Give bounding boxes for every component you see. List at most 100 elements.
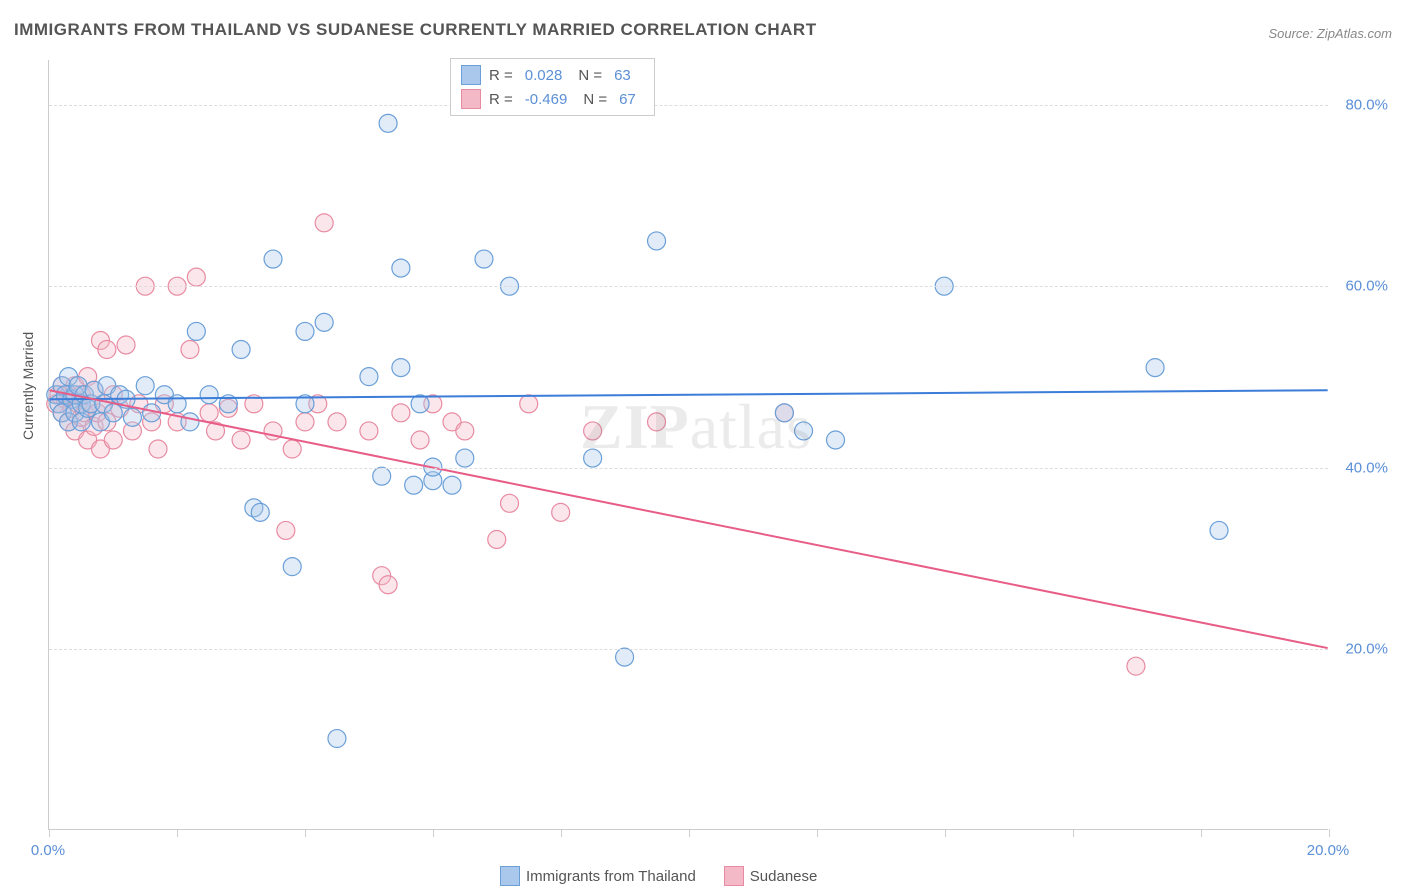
legend-label-series1: Immigrants from Thailand: [526, 868, 696, 885]
legend-swatch-bottom-2: [724, 866, 744, 886]
source-attribution: Source: ZipAtlas.com: [1268, 26, 1392, 41]
r-label: R =: [489, 67, 513, 84]
legend-bottom: Immigrants from Thailand Sudanese: [500, 866, 817, 886]
legend-label-series2: Sudanese: [750, 868, 818, 885]
r-label: R =: [489, 91, 513, 108]
data-point: [283, 440, 301, 458]
regression-line: [49, 390, 1327, 399]
data-point: [117, 336, 135, 354]
data-point: [392, 359, 410, 377]
data-point: [443, 476, 461, 494]
data-point: [136, 377, 154, 395]
data-point: [360, 368, 378, 386]
data-point: [584, 422, 602, 440]
data-point: [232, 341, 250, 359]
x-tick: [49, 829, 50, 837]
n-value-series1: 63: [614, 67, 631, 84]
data-point: [379, 114, 397, 132]
x-tick: [561, 829, 562, 837]
y-tick-label: 80.0%: [1345, 97, 1388, 114]
legend-correlation-box: R = 0.028 N = 63 R = -0.469 N = 67: [450, 58, 655, 116]
data-point: [1210, 521, 1228, 539]
data-point: [181, 341, 199, 359]
data-point: [360, 422, 378, 440]
y-tick-label: 40.0%: [1345, 459, 1388, 476]
data-point: [187, 322, 205, 340]
data-point: [616, 648, 634, 666]
data-point: [104, 431, 122, 449]
n-label: N =: [578, 67, 602, 84]
data-point: [795, 422, 813, 440]
data-point: [123, 408, 141, 426]
data-point: [456, 449, 474, 467]
data-point: [251, 503, 269, 521]
n-value-series2: 67: [619, 91, 636, 108]
data-point: [1127, 657, 1145, 675]
data-point: [328, 413, 346, 431]
data-point: [315, 214, 333, 232]
data-point: [98, 341, 116, 359]
x-tick: [689, 829, 690, 837]
x-tick: [945, 829, 946, 837]
x-tick: [177, 829, 178, 837]
data-point: [104, 404, 122, 422]
data-point: [379, 576, 397, 594]
x-tick-label: 20.0%: [1307, 842, 1350, 859]
data-point: [475, 250, 493, 268]
data-point: [584, 449, 602, 467]
x-tick: [305, 829, 306, 837]
r-value-series1: 0.028: [525, 67, 563, 84]
data-point: [648, 232, 666, 250]
data-point: [456, 422, 474, 440]
y-tick-label: 20.0%: [1345, 640, 1388, 657]
plot-area: 20.0%40.0%60.0%80.0%: [48, 60, 1328, 830]
n-label: N =: [583, 91, 607, 108]
x-tick: [433, 829, 434, 837]
y-tick-label: 60.0%: [1345, 278, 1388, 295]
data-point: [200, 404, 218, 422]
data-point: [149, 440, 167, 458]
data-point: [232, 431, 250, 449]
grid-line: [49, 649, 1328, 650]
data-point: [405, 476, 423, 494]
legend-item-series2: Sudanese: [724, 866, 818, 886]
x-tick: [1201, 829, 1202, 837]
legend-swatch-bottom-1: [500, 866, 520, 886]
y-axis-title: Currently Married: [20, 332, 36, 440]
legend-row-series1: R = 0.028 N = 63: [461, 63, 644, 87]
regression-line: [49, 390, 1327, 648]
r-value-series2: -0.469: [525, 91, 568, 108]
data-point: [520, 395, 538, 413]
legend-row-series2: R = -0.469 N = 67: [461, 87, 644, 111]
legend-item-series1: Immigrants from Thailand: [500, 866, 696, 886]
data-point: [392, 259, 410, 277]
data-point: [181, 413, 199, 431]
data-point: [775, 404, 793, 422]
grid-line: [49, 286, 1328, 287]
scatter-svg: [49, 60, 1328, 829]
data-point: [296, 413, 314, 431]
x-tick-label: 0.0%: [31, 842, 65, 859]
data-point: [328, 730, 346, 748]
data-point: [501, 494, 519, 512]
data-point: [277, 521, 295, 539]
data-point: [392, 404, 410, 422]
data-point: [264, 250, 282, 268]
data-point: [488, 531, 506, 549]
x-tick: [1073, 829, 1074, 837]
data-point: [552, 503, 570, 521]
data-point: [187, 268, 205, 286]
x-tick: [817, 829, 818, 837]
chart-title: IMMIGRANTS FROM THAILAND VS SUDANESE CUR…: [14, 20, 817, 40]
data-point: [373, 467, 391, 485]
data-point: [200, 386, 218, 404]
grid-line: [49, 105, 1328, 106]
grid-line: [49, 468, 1328, 469]
data-point: [315, 313, 333, 331]
data-point: [1146, 359, 1164, 377]
data-point: [411, 431, 429, 449]
legend-swatch-series2: [461, 89, 481, 109]
x-tick: [1329, 829, 1330, 837]
data-point: [296, 322, 314, 340]
legend-swatch-series1: [461, 65, 481, 85]
